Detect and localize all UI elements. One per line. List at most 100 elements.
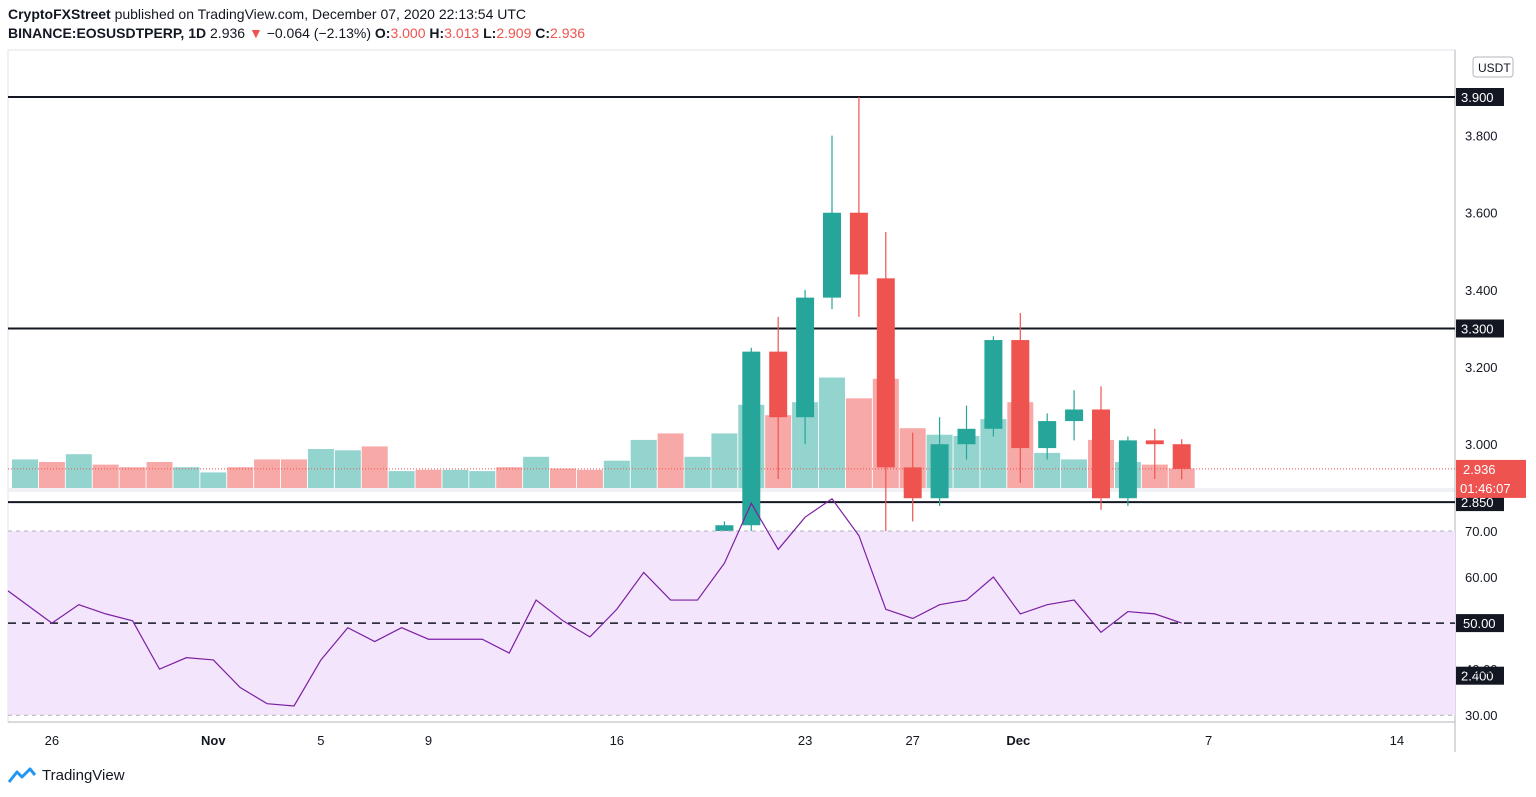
candle-body: [984, 340, 1003, 429]
volume-bar: [227, 467, 254, 488]
symbol-name: BINANCE:EOSUSDTPERP, 1D: [8, 25, 207, 41]
volume-bar: [469, 471, 496, 488]
volume-bar: [281, 459, 307, 488]
volume-bar: [576, 469, 603, 488]
candle-body: [930, 444, 949, 499]
rsi-tick-label: 30.00: [1465, 708, 1498, 723]
price-pane: [7, 49, 1456, 490]
time-tick-label: 26: [45, 733, 59, 748]
volume-bar: [65, 454, 92, 488]
tradingview-branding[interactable]: TradingView: [8, 766, 125, 784]
candle-body: [1118, 440, 1137, 499]
published-text: published on TradingView.com, December 0…: [114, 6, 527, 22]
price-tick-label: 3.000: [1465, 437, 1498, 452]
volume-bar: [819, 377, 845, 488]
candle-body: [1092, 409, 1110, 499]
volume-bar: [92, 464, 119, 488]
rsi-current-tag: [1456, 614, 1504, 633]
candle-body: [957, 428, 976, 445]
rsi-tick-label: 60.00: [1465, 570, 1498, 585]
last-price-tag: [1456, 459, 1526, 498]
currency-badge: [1472, 56, 1514, 78]
candle-body: [1145, 440, 1164, 445]
currency-label: USDT: [1478, 61, 1511, 75]
volume-bar: [496, 467, 523, 488]
volume-bar: [38, 462, 65, 488]
volume-bar: [1061, 459, 1088, 488]
price-tick-label: 3.200: [1465, 360, 1498, 375]
time-tick-label: 5: [317, 733, 324, 748]
candle-body: [742, 351, 761, 526]
rsi-current-label: 50.00: [1463, 616, 1496, 631]
candle-body: [903, 467, 922, 499]
high-value: 3.013: [444, 25, 480, 41]
last-price: 2.936: [210, 25, 246, 41]
candle-body: [1172, 444, 1191, 469]
volume-bar: [388, 471, 415, 488]
volume-bar: [119, 467, 146, 488]
time-tick-label: Nov: [201, 733, 226, 748]
rsi-line: [7, 497, 1182, 707]
level-price-tag: [1456, 319, 1504, 338]
publisher-name: CryptoFXStreet: [8, 6, 111, 22]
price-change: −0.064 (−2.13%): [266, 25, 371, 41]
low-value: 2.909: [496, 25, 532, 41]
level-price-label: 2.850: [1461, 495, 1494, 510]
brand-name: TradingView: [42, 766, 125, 784]
volume-bar: [711, 433, 738, 488]
candle-body: [796, 297, 815, 418]
volume-bar: [684, 456, 711, 488]
price-tick-label: 3.600: [1465, 206, 1498, 221]
time-tick-label: 27: [905, 733, 919, 748]
down-arrow-icon: ▼: [248, 25, 263, 41]
countdown-label: 01:46:07: [1460, 481, 1511, 496]
symbol-legend: BINANCE:EOSUSDTPERP, 1D 2.936 ▼ −0.064 (…: [8, 25, 585, 41]
candle-body: [849, 212, 868, 275]
candle-body: [1011, 340, 1030, 449]
level-price-label: 3.300: [1461, 321, 1494, 336]
volume-bar: [254, 459, 281, 488]
low-label: L:: [483, 25, 497, 41]
candle-body: [769, 351, 788, 418]
time-tick-label: 23: [798, 733, 812, 748]
publish-info: CryptoFXStreet published on TradingView.…: [8, 6, 526, 22]
level-price-label: 2.400: [1461, 669, 1494, 684]
volume-bar: [550, 468, 576, 488]
close-label: C:: [535, 25, 551, 41]
volume-bar: [657, 433, 684, 488]
volume-bar: [361, 446, 388, 488]
volume-bar: [845, 398, 872, 488]
open-value: 3.000: [390, 25, 426, 41]
time-tick-label: 9: [425, 733, 432, 748]
tradingview-logo-icon: [8, 767, 36, 783]
price-tick-label: 3.800: [1465, 129, 1498, 144]
level-price-tag: [1456, 88, 1504, 106]
rsi-tick-label: 70.00: [1465, 524, 1498, 539]
candle-body: [876, 278, 895, 468]
high-label: H:: [429, 25, 445, 41]
volume-bar: [442, 469, 469, 488]
candle-body: [1065, 409, 1084, 422]
candle-body: [1038, 421, 1057, 449]
time-tick-label: 7: [1205, 733, 1212, 748]
last-price-label: 2.936: [1463, 462, 1496, 477]
price-tick-label: 3.400: [1465, 283, 1498, 298]
volume-bar: [146, 462, 173, 488]
volume-bar: [415, 469, 442, 488]
level-price-tag: [1456, 666, 1504, 685]
time-tick-label: 16: [610, 733, 624, 748]
volume-bar: [523, 456, 550, 488]
volume-bar: [630, 439, 657, 488]
rsi-tick-label: 40.00: [1465, 662, 1498, 677]
open-label: O:: [374, 25, 391, 41]
volume-bar: [12, 459, 38, 488]
close-value: 2.936: [550, 25, 586, 41]
candle-body: [823, 212, 841, 298]
volume-bar: [200, 472, 227, 488]
level-price-label: 3.900: [1461, 90, 1494, 105]
volume-bar: [173, 467, 200, 488]
time-tick-label: Dec: [1006, 733, 1030, 748]
time-tick-label: 14: [1390, 733, 1404, 748]
volume-bar: [603, 460, 630, 488]
